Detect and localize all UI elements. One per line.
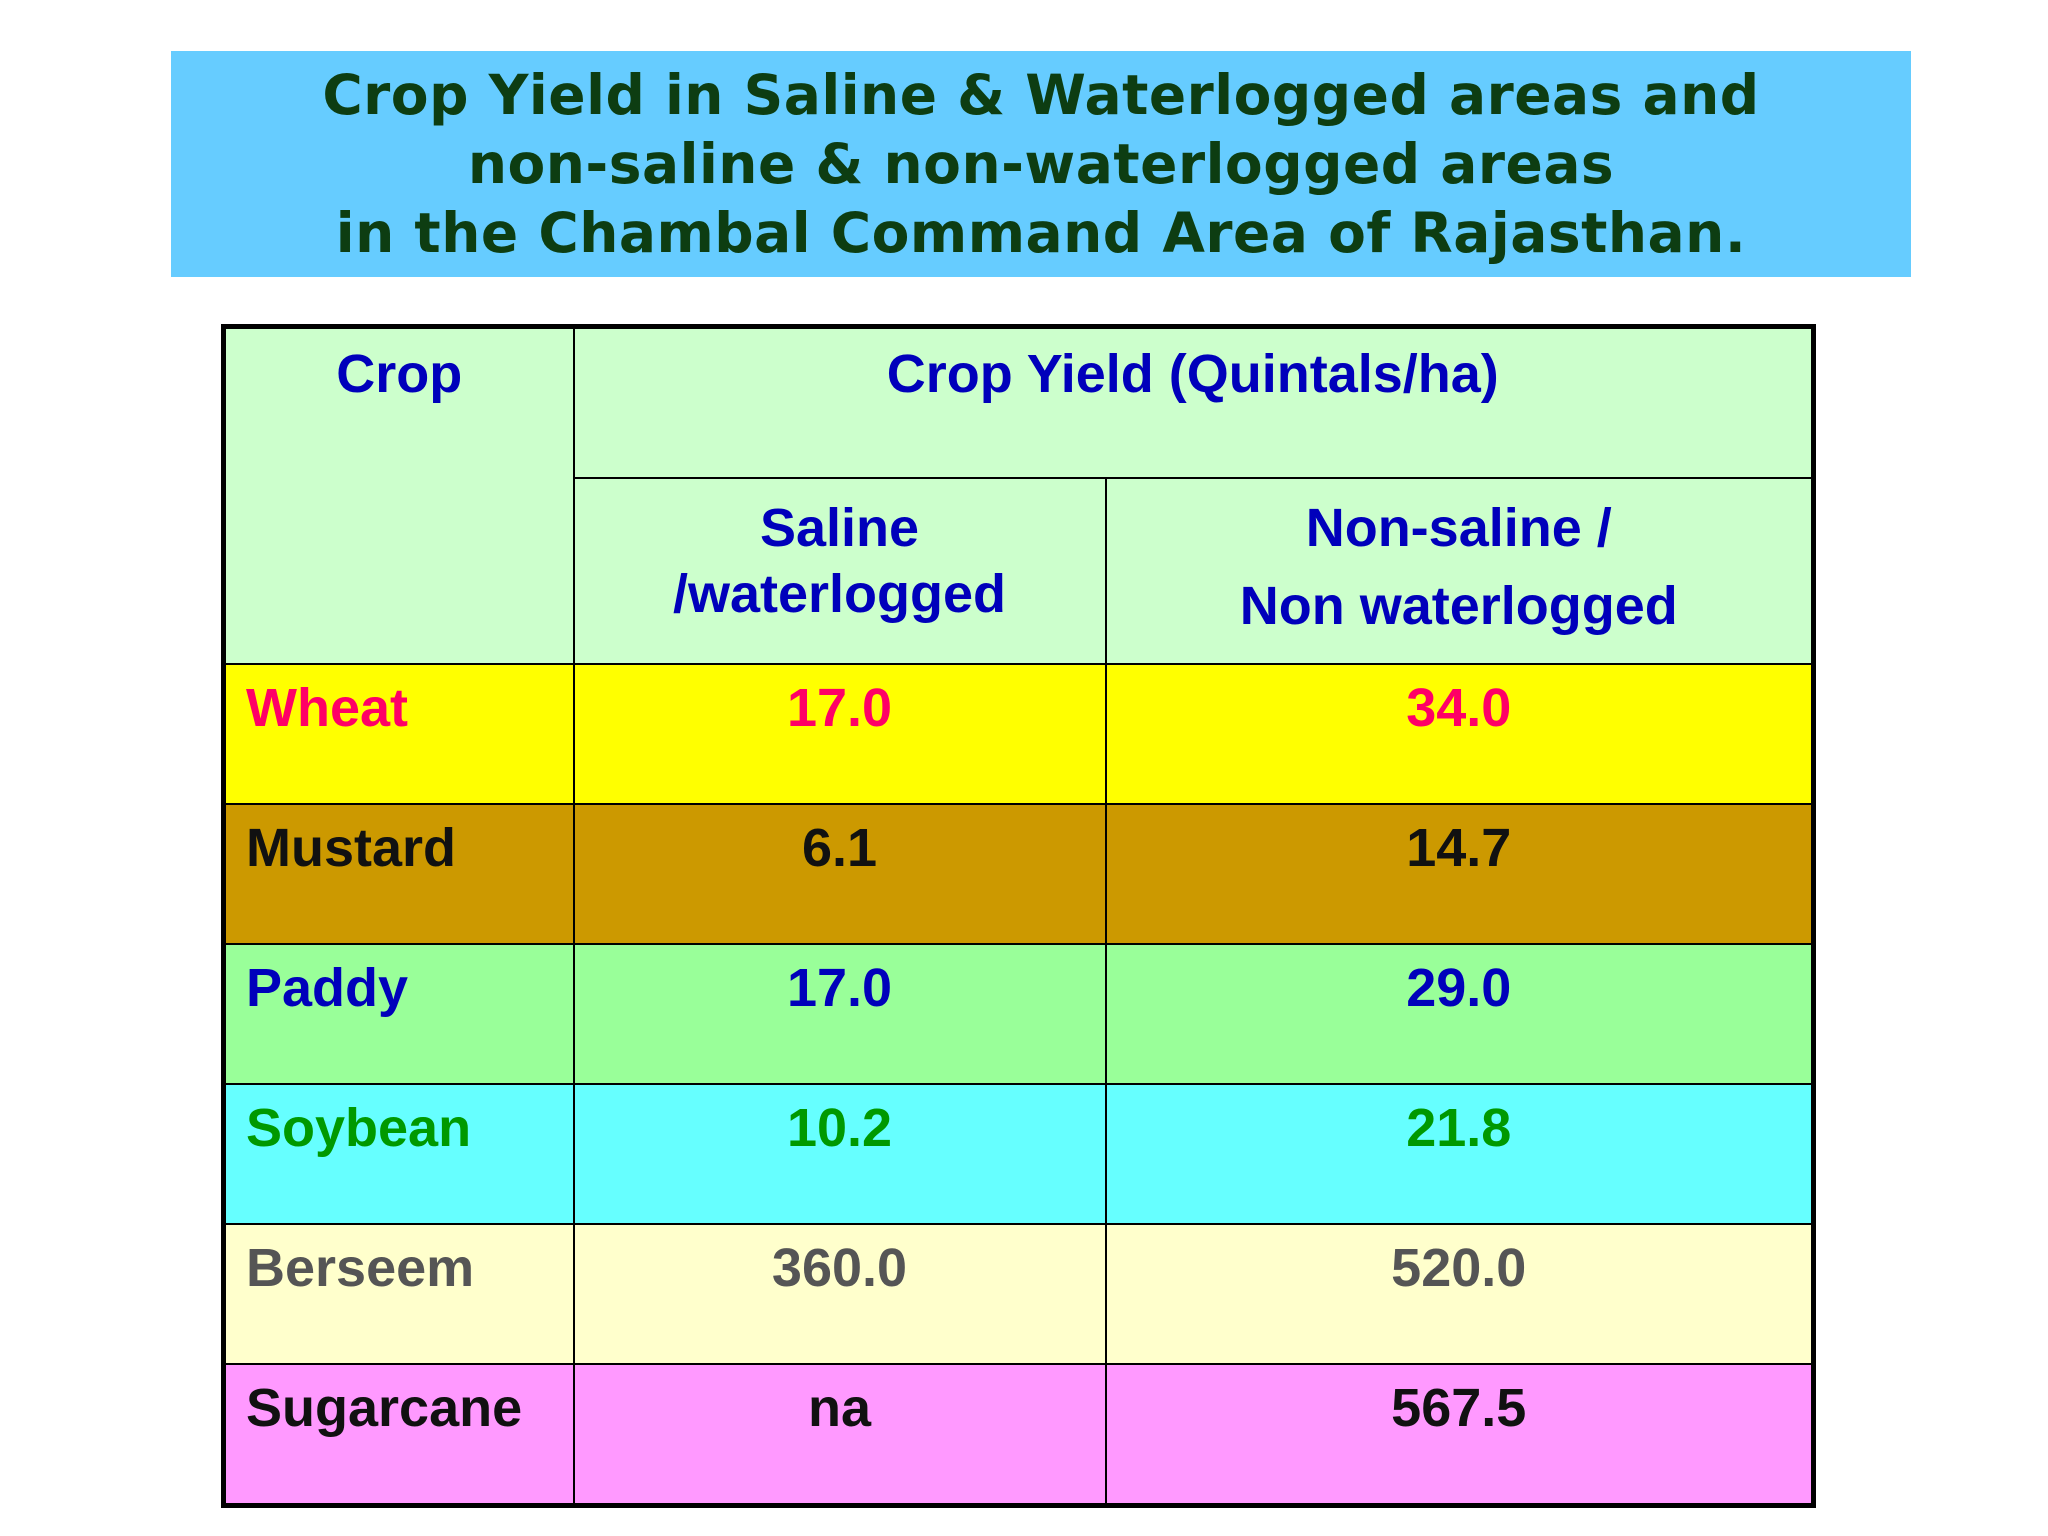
title-banner: Crop Yield in Saline & Waterlogged areas… [171, 51, 1911, 277]
crop-name-cell: Wheat [222, 663, 575, 805]
saline-yield-cell: 17.0 [572, 663, 1107, 805]
nonsaline-yield-cell: 567.5 [1104, 1363, 1815, 1507]
saline-yield-cell: 360.0 [572, 1223, 1107, 1365]
saline-yield-cell: 6.1 [572, 803, 1107, 945]
table-row-wheat: Wheat 17.0 34.0 [222, 663, 1815, 805]
header-nonsaline-line-2: Non waterlogged [1239, 576, 1678, 636]
nonsaline-yield-cell: 34.0 [1104, 663, 1815, 805]
crop-name-cell: Mustard [222, 803, 575, 945]
header-nonsaline: Non-saline / Non waterlogged [1104, 477, 1815, 665]
saline-yield-cell: na [572, 1363, 1107, 1507]
table-row-sugarcane: Sugarcane na 567.5 [222, 1363, 1815, 1507]
crop-name-cell: Berseem [222, 1223, 575, 1365]
header-saline: Saline /waterlogged [572, 477, 1107, 665]
crop-name-cell: Paddy [222, 943, 575, 1085]
header-row: Crop Crop Yield (Quintals/ha) [222, 325, 1815, 665]
nonsaline-yield-cell: 29.0 [1104, 943, 1815, 1085]
crop-name-cell: Soybean [222, 1083, 575, 1225]
crop-name-cell: Sugarcane [222, 1363, 575, 1507]
header-crop-yield: Crop Yield (Quintals/ha) [572, 325, 1815, 479]
table-row-soybean: Soybean 10.2 21.8 [222, 1083, 1815, 1225]
header-saline-line-2: /waterlogged [672, 564, 1007, 624]
table-row-berseem: Berseem 360.0 520.0 [222, 1223, 1815, 1365]
title-line-3: in the Chambal Command Area of Rajasthan… [335, 200, 1747, 265]
nonsaline-yield-cell: 520.0 [1104, 1223, 1815, 1365]
title-line-1: Crop Yield in Saline & Waterlogged areas… [322, 62, 1760, 127]
header-nonsaline-line-1: Non-saline / [1305, 498, 1612, 558]
header-saline-line-1: Saline [759, 498, 920, 558]
nonsaline-yield-cell: 21.8 [1104, 1083, 1815, 1225]
crop-yield-table: Crop Crop Yield (Quintals/ha) Saline /wa… [221, 324, 1816, 1508]
table-row-mustard: Mustard 6.1 14.7 [222, 803, 1815, 945]
subheader-row: Saline /waterlogged Non-saline / Non wat… [224, 477, 1815, 665]
saline-yield-cell: 17.0 [572, 943, 1107, 1085]
saline-yield-cell: 10.2 [572, 1083, 1107, 1225]
nonsaline-yield-cell: 14.7 [1104, 803, 1815, 945]
title-line-2: non-saline & non-waterlogged areas [467, 131, 1615, 196]
header-crop: Crop [222, 325, 575, 665]
table-row-paddy: Paddy 17.0 29.0 [222, 943, 1815, 1085]
